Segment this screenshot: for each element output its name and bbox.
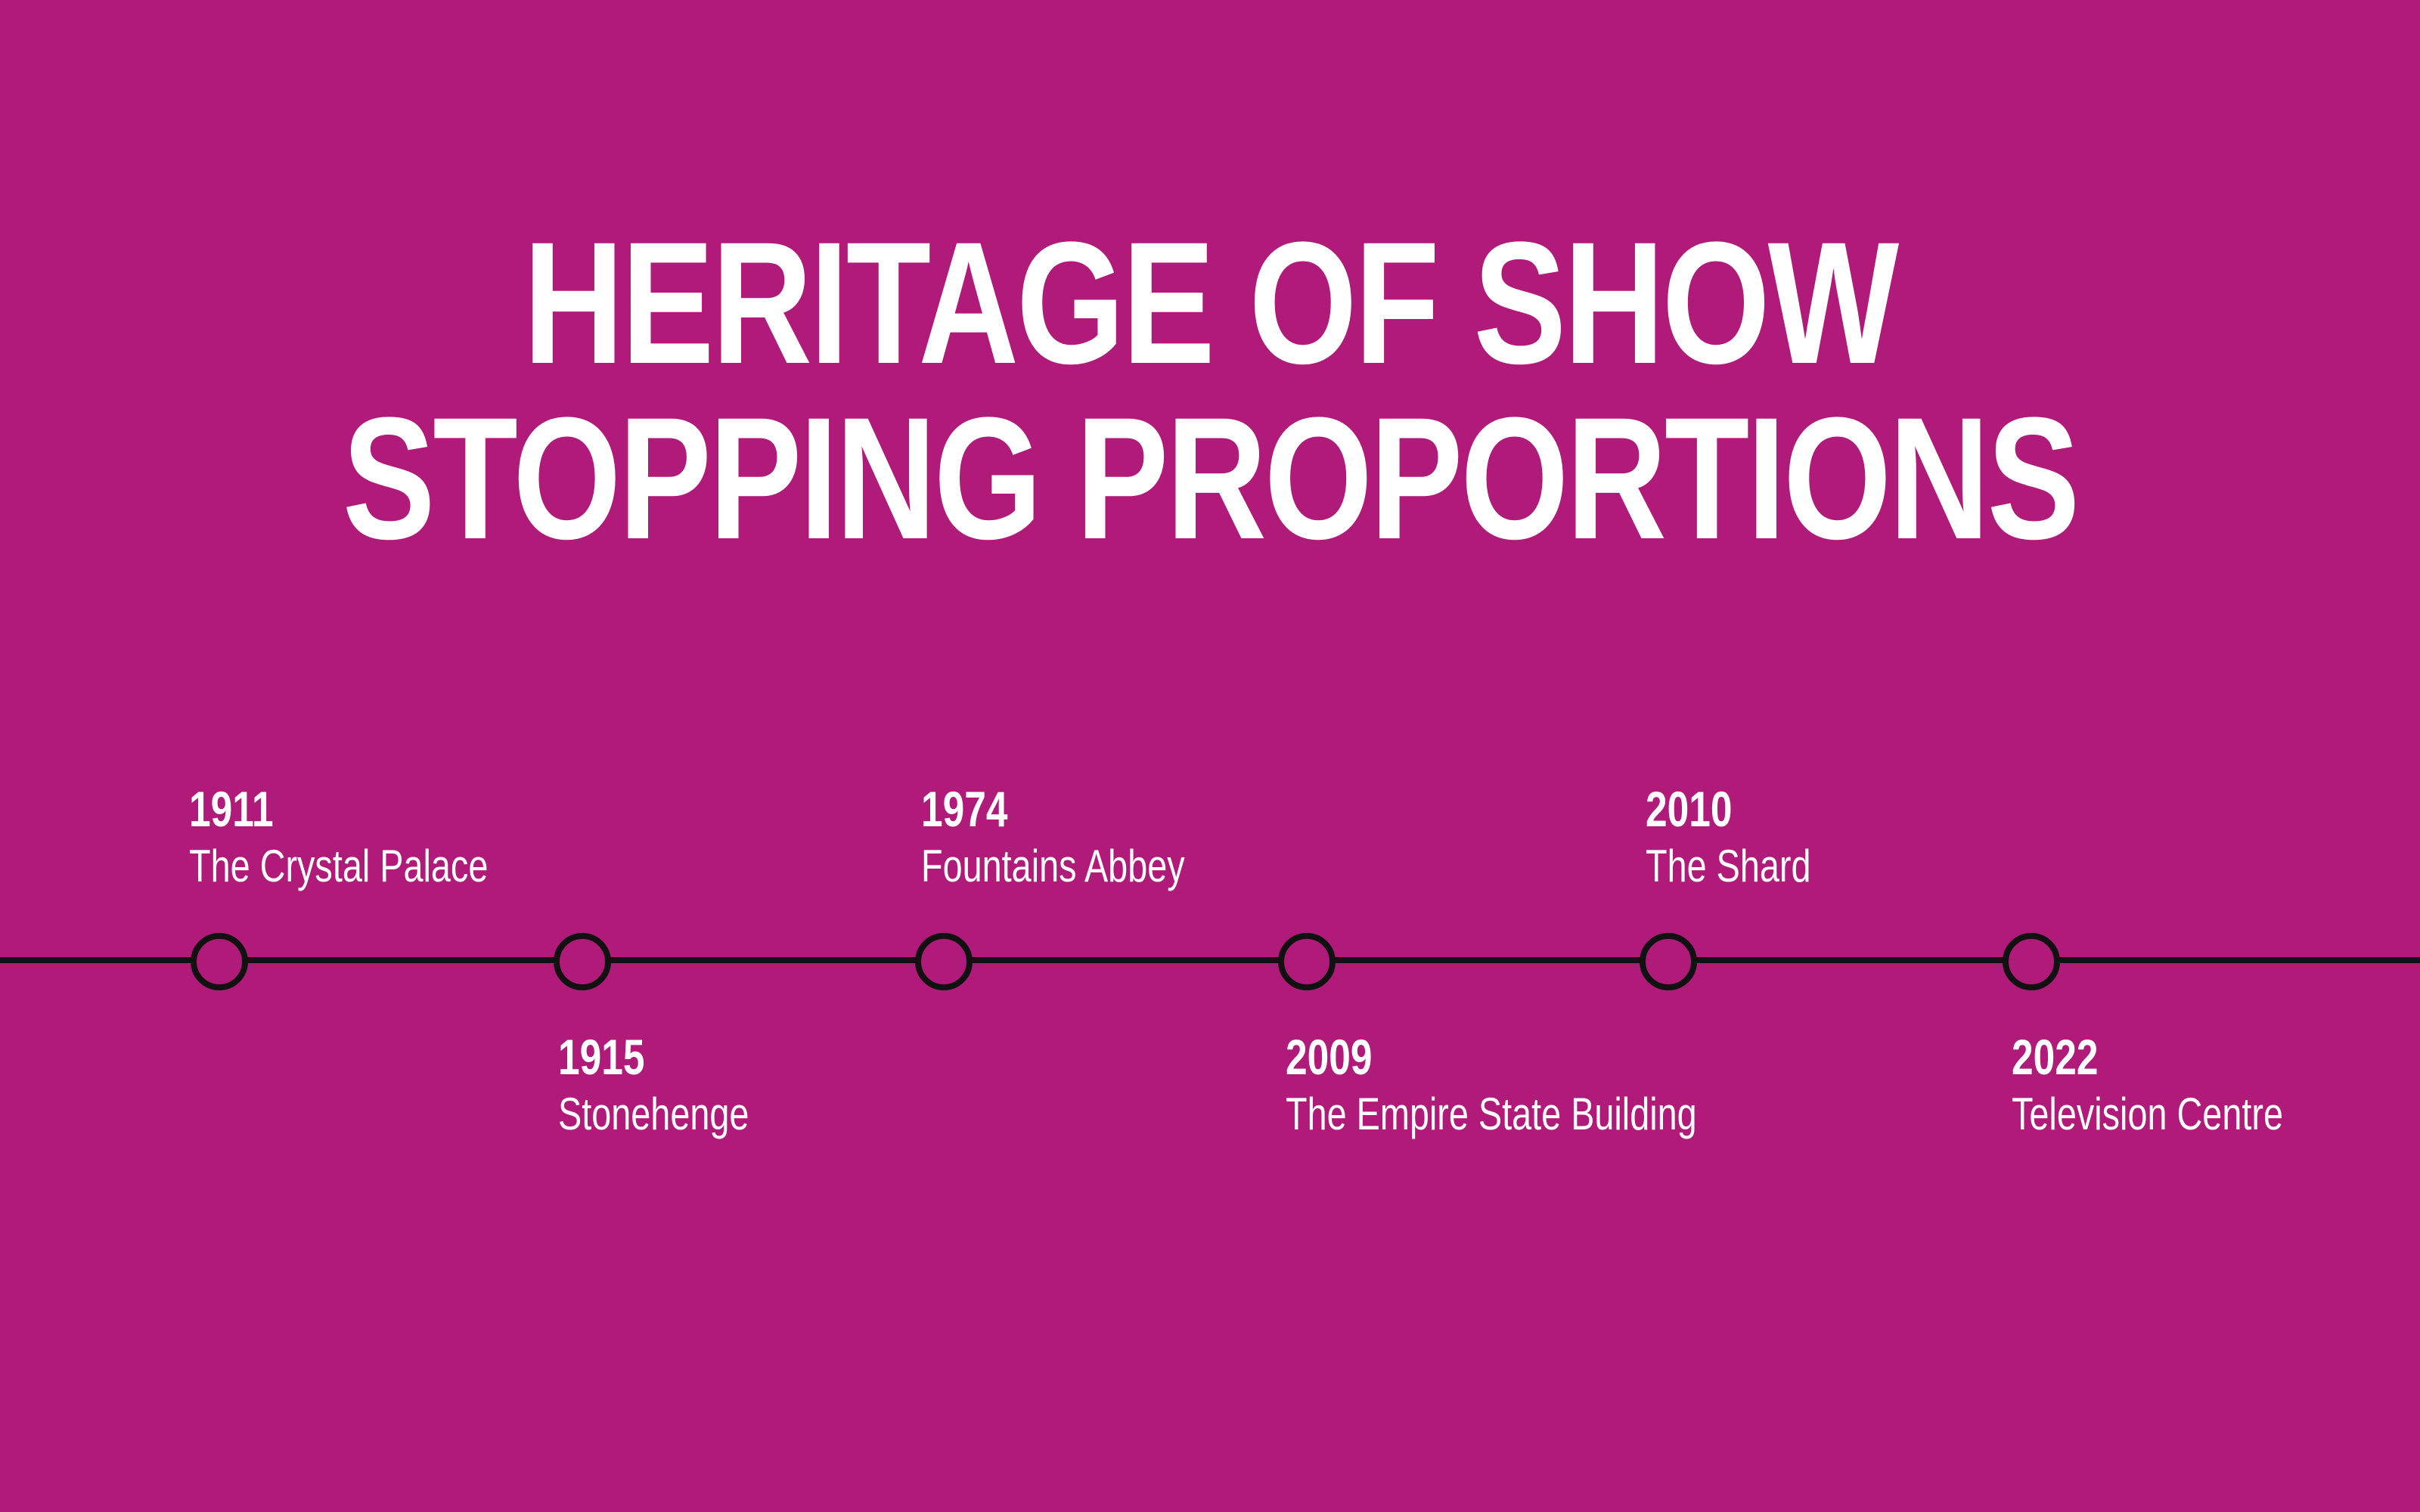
timeline-node-2009 [1278, 933, 1336, 990]
timeline-node-2022 [2003, 933, 2060, 990]
event-name: Stonehenge [558, 1089, 749, 1139]
event-year: 1911 [189, 781, 274, 837]
timeline-event-2009: 2009 The Empire State Building [1286, 1030, 1697, 1145]
timeline-node-1974 [915, 933, 973, 990]
title-line-1: HERITAGE OF SHOW [523, 206, 1899, 400]
event-name: Television Centre [2012, 1089, 2283, 1139]
title-line-2: STOPPING PROPORTIONS [342, 381, 2080, 575]
event-year: 1915 [558, 1029, 645, 1085]
timeline-line [0, 957, 2420, 963]
timeline-node-1915 [554, 933, 611, 990]
event-year: 2022 [2012, 1029, 2099, 1085]
timeline-node-1911 [191, 933, 248, 990]
event-year: 2010 [1646, 781, 1733, 837]
event-name: The Empire State Building [1286, 1089, 1697, 1139]
event-name: Fountains Abbey [921, 841, 1185, 891]
timeline-event-2022: 2022 Television Centre [2012, 1030, 2283, 1145]
event-year: 1974 [921, 781, 1008, 837]
timeline-event-2010: 2010 The Shard [1646, 782, 1811, 897]
timeline-event-1915: 1915 Stonehenge [558, 1030, 749, 1145]
event-year: 2009 [1286, 1029, 1373, 1085]
timeline-event-1974: 1974 Fountains Abbey [921, 782, 1185, 897]
timeline-node-2010 [1640, 933, 1697, 990]
event-name: The Crystal Palace [189, 841, 489, 891]
event-name: The Shard [1646, 841, 1811, 891]
page-title: HERITAGE OF SHOW STOPPING PROPORTIONS [242, 215, 2178, 566]
timeline-event-1911: 1911 The Crystal Palace [189, 782, 488, 897]
